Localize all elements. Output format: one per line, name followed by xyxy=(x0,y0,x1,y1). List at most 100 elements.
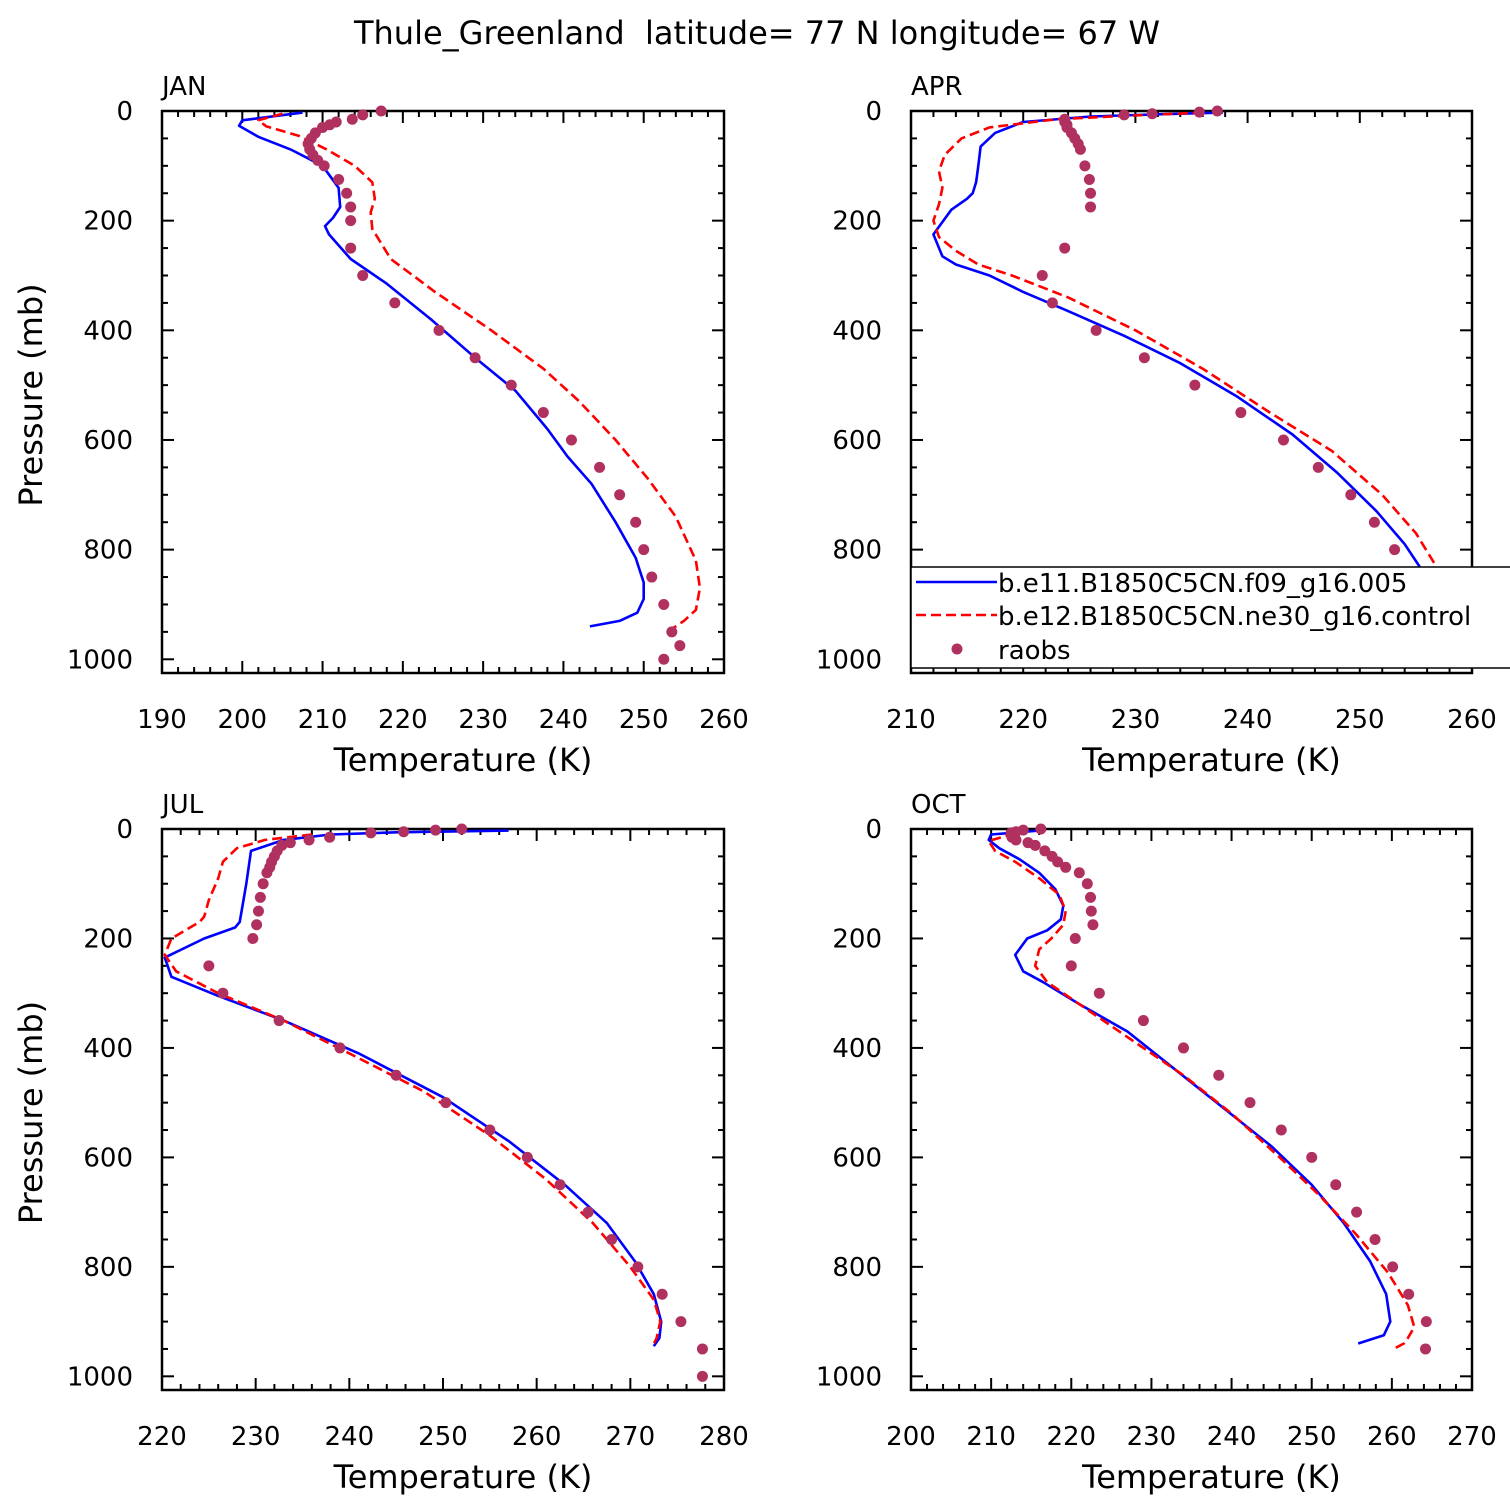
obs-point xyxy=(440,1097,452,1109)
y-tick-label: 200 xyxy=(83,207,133,237)
obs-point xyxy=(554,1179,566,1191)
obs-point xyxy=(505,379,517,391)
obs-point xyxy=(1093,987,1105,999)
x-tick-label: 210 xyxy=(966,1422,1016,1452)
panel-oct: 200 210 220 230 240 250 260 270 0 200 400 600 800 100… xyxy=(816,790,1497,1496)
y-tick-label: 0 xyxy=(116,97,133,127)
obs-point xyxy=(357,269,369,281)
y-tick-label: 600 xyxy=(83,1143,133,1173)
obs-point xyxy=(1389,544,1401,556)
legend: b.e11.B1850C5CN.f09_g16.005b.e12.B1850C5… xyxy=(910,566,1510,669)
obs-point xyxy=(284,837,296,849)
x-axis-label: Temperature (K) xyxy=(333,1458,593,1496)
obs-point xyxy=(1146,108,1158,120)
x-tick-label: 260 xyxy=(1447,705,1497,735)
y-tick-label: 800 xyxy=(83,1253,133,1283)
x-tick-label: 220 xyxy=(378,705,428,735)
obs-point xyxy=(345,215,357,227)
series-line xyxy=(932,111,1426,631)
panel-title: OCT xyxy=(911,790,966,820)
y-tick-label: 0 xyxy=(865,97,882,127)
obs-point xyxy=(1177,1042,1189,1054)
obs-point xyxy=(1312,461,1324,473)
obs-point xyxy=(257,878,269,890)
series-line xyxy=(237,111,646,628)
obs-point xyxy=(247,932,259,944)
panel-title: JAN xyxy=(160,72,206,102)
x-tick-label: 260 xyxy=(1367,1422,1417,1452)
obs-point xyxy=(1052,856,1064,868)
obs-point xyxy=(334,1042,346,1054)
obs-point xyxy=(656,1288,668,1300)
plot-frame xyxy=(160,109,726,675)
obs-point xyxy=(1351,1206,1363,1218)
obs-point xyxy=(1213,1069,1225,1081)
x-axis-label: Temperature (K) xyxy=(333,741,593,779)
obs-point xyxy=(1420,1316,1432,1328)
model2-line xyxy=(987,832,1416,1351)
x-tick-label: 220 xyxy=(1046,1422,1096,1452)
obs-point xyxy=(1244,1097,1256,1109)
obs-point xyxy=(456,823,468,835)
obs-point xyxy=(1085,201,1097,213)
obs-point xyxy=(696,1343,708,1355)
x-tick-label: 270 xyxy=(1447,1422,1497,1452)
series-dashed xyxy=(987,832,1416,1351)
obs-point xyxy=(674,640,686,652)
x-tick-label: 260 xyxy=(699,705,749,735)
obs-point xyxy=(1118,109,1130,121)
obs-point xyxy=(375,105,387,117)
obs-point xyxy=(594,461,606,473)
obs-point xyxy=(638,544,650,556)
obs-point xyxy=(433,324,445,336)
x-tick-label: 240 xyxy=(1223,705,1273,735)
obs-point xyxy=(251,919,263,931)
x-tick-label: 200 xyxy=(217,705,267,735)
model1-line xyxy=(932,111,1426,631)
x-tick-label: 250 xyxy=(1287,1422,1337,1452)
x-tick-label: 230 xyxy=(231,1422,281,1452)
series-markers xyxy=(302,105,686,665)
obs-point xyxy=(1211,105,1223,117)
obs-point xyxy=(1036,269,1048,281)
x-tick-label: 260 xyxy=(512,1422,562,1452)
model1-line xyxy=(237,111,646,628)
x-tick-label: 270 xyxy=(606,1422,656,1452)
obs-point xyxy=(389,297,401,309)
obs-point xyxy=(1235,407,1247,419)
x-axis-label: Temperature (K) xyxy=(1081,1458,1341,1496)
model1-line xyxy=(987,829,1392,1345)
y-tick-label: 200 xyxy=(83,924,133,954)
obs-point xyxy=(1420,1343,1432,1355)
obs-point xyxy=(1137,1015,1149,1027)
obs-point xyxy=(1060,861,1072,873)
series-dashed xyxy=(256,112,702,634)
x-tick-label: 230 xyxy=(1111,705,1161,735)
obs-point xyxy=(203,960,215,972)
obs-point xyxy=(273,1015,285,1027)
panel-jan: 190 200 210 220 230 240 250 260 0 200 400 600 800 100… xyxy=(12,72,749,779)
y-tick-label: 600 xyxy=(832,1143,882,1173)
obs-point xyxy=(582,1206,594,1218)
obs-point xyxy=(365,827,377,839)
series-markers xyxy=(1005,823,1432,1355)
obs-point xyxy=(252,905,264,917)
y-tick-label: 400 xyxy=(832,316,882,346)
figure-title: Thule_Greenland latitude= 77 N longitude… xyxy=(353,14,1160,52)
obs-point xyxy=(484,1124,496,1136)
x-tick-label: 240 xyxy=(539,705,589,735)
x-tick-label: 250 xyxy=(1335,705,1385,735)
y-tick-label: 400 xyxy=(83,1034,133,1064)
x-tick-label: 200 xyxy=(886,1422,936,1452)
obs-point xyxy=(217,987,229,999)
obs-point xyxy=(1085,891,1097,903)
series-dashed xyxy=(932,111,1445,628)
obs-point xyxy=(261,867,273,879)
x-tick-label: 250 xyxy=(418,1422,468,1452)
obs-point xyxy=(1330,1179,1342,1191)
obs-point xyxy=(469,352,481,364)
plot-frame xyxy=(909,827,1474,1392)
panel-apr: 210 220 230 240 250 260 0 200 400 600 800 1000 APR Te… xyxy=(816,72,1497,779)
model2-line xyxy=(163,833,662,1347)
